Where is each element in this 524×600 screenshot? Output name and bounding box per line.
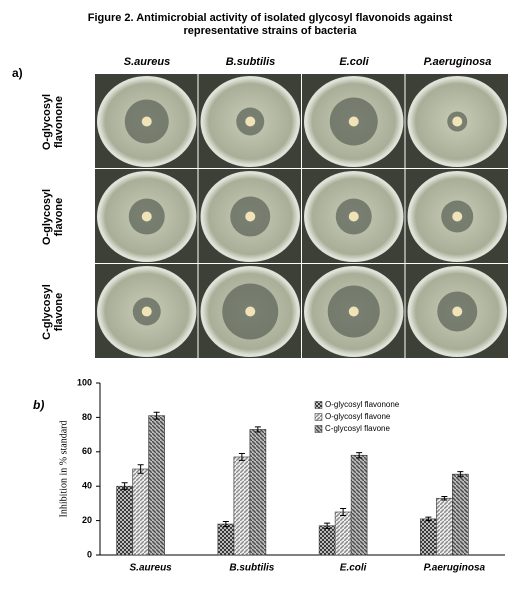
legend-swatch <box>314 401 323 409</box>
column-header: B.subtilis <box>225 56 276 68</box>
error-bar <box>324 522 331 529</box>
row-label: O-glycosyl flavonone <box>41 93 65 150</box>
plate-photos <box>95 74 508 358</box>
y-tick-label: 40 <box>82 481 92 491</box>
x-tick-label: B.subtilis <box>229 563 274 574</box>
x-tick-label: P.aeruginosa <box>424 563 486 574</box>
legend-label: O-glycosyl flavone <box>325 412 391 421</box>
x-tick-label: S.aureus <box>130 563 173 574</box>
error-bar <box>425 516 432 522</box>
bar <box>217 523 235 556</box>
column-header: S.aureus <box>123 56 171 68</box>
error-bar <box>222 520 229 528</box>
y-axis-label: Inhibition in % standard <box>58 421 69 518</box>
bar <box>436 497 453 556</box>
bar-chart: 0 20 40 60 80 100 Inhibition in % standard S.au… <box>58 377 505 574</box>
y-tick-label: 20 <box>82 515 92 525</box>
column-header: E.coli <box>339 56 369 68</box>
panel-label: a) <box>12 66 23 80</box>
y-tick-label: 80 <box>82 412 92 422</box>
error-bar <box>238 453 245 461</box>
row-label: O-glycosyl flavone <box>41 188 65 245</box>
disc <box>245 211 256 222</box>
disc <box>141 211 152 222</box>
column-header: P.aeruginosa <box>423 56 492 68</box>
error-bar <box>137 464 144 474</box>
error-bar <box>153 411 160 420</box>
error-bar <box>340 508 347 516</box>
y-tick-label: 100 <box>77 377 92 387</box>
disc <box>452 116 463 127</box>
error-bar <box>121 482 128 491</box>
bar <box>233 456 251 556</box>
legend-swatch <box>314 413 323 421</box>
x-tick-label: E.coli <box>340 563 367 574</box>
legend-label: O-glycosyl flavonone <box>325 400 400 409</box>
error-bar <box>356 452 363 459</box>
panel-label: b) <box>33 398 45 412</box>
bar <box>318 525 336 556</box>
error-bar <box>457 471 464 478</box>
error-bar <box>254 426 261 433</box>
disc <box>348 306 359 317</box>
disc <box>141 306 152 317</box>
disc <box>245 116 256 127</box>
bar <box>420 518 437 556</box>
bar <box>334 511 352 556</box>
legend-swatch <box>314 425 323 433</box>
disc <box>348 211 359 222</box>
bar <box>350 454 368 556</box>
y-tick-label: 60 <box>82 446 92 456</box>
disc <box>452 211 463 222</box>
error-bar <box>441 496 448 501</box>
bar <box>148 415 165 556</box>
bar <box>452 473 469 556</box>
legend-label: C-glycosyl flavone <box>325 424 390 433</box>
disc <box>141 116 152 127</box>
bar <box>249 429 267 556</box>
row-label: C-glycosyl flavone <box>41 283 65 340</box>
figure-title: Figure 2. Antimicrobial activity of isol… <box>87 12 453 37</box>
disc <box>452 306 463 317</box>
disc <box>348 116 359 127</box>
y-tick-label: 0 <box>87 549 92 559</box>
bar <box>116 485 133 556</box>
disc <box>245 306 256 317</box>
bar <box>132 468 149 556</box>
